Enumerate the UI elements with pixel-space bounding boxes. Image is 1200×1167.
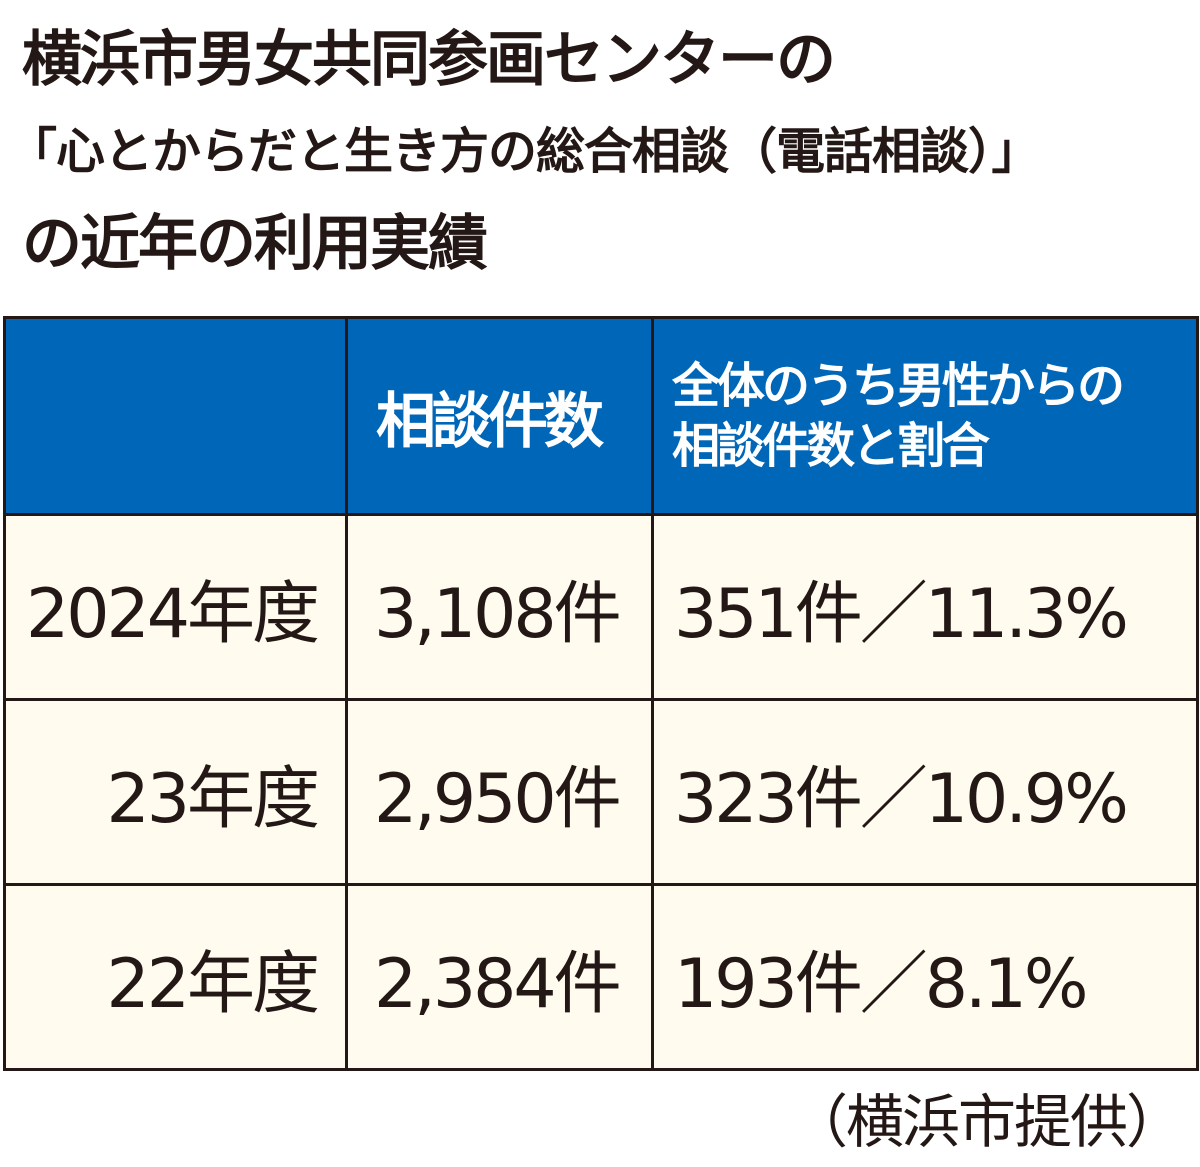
title-line: 「心とからだと生き方の総合相談（電話相談）」 — [8, 123, 1041, 180]
header-empty — [3, 316, 348, 516]
year-cell: 22年度 — [3, 883, 348, 1071]
count-cell: 2,950件 — [345, 698, 654, 886]
men-cell: 323件／10.9% — [651, 698, 1199, 886]
header-count: 相談件数 — [345, 316, 654, 516]
count-cell: 3,108件 — [345, 513, 654, 701]
table-row: 22年度 2,384件 193件／8.1% — [3, 883, 1199, 1071]
table-row: 2024年度 3,108件 351件／11.3% — [3, 513, 1199, 701]
source-credit: （横浜市提供） — [789, 1088, 1184, 1156]
table-title: 横浜市男女共同参画センターの 「心とからだと生き方の総合相談（電話相談）」 の近… — [8, 14, 1192, 290]
men-cell: 351件／11.3% — [651, 513, 1199, 701]
header-men-line: 相談件数と割合 — [672, 418, 990, 474]
title-line: の近年の利用実績 — [22, 209, 488, 279]
year-cell: 23年度 — [3, 698, 348, 886]
header-row: 相談件数 全体のうち男性からの 相談件数と割合 — [3, 316, 1199, 516]
header-men-line: 全体のうち男性からの — [672, 358, 1125, 414]
usage-table: 相談件数 全体のうち男性からの 相談件数と割合 2024年度 3,108件 35… — [3, 316, 1199, 1071]
year-cell: 2024年度 — [3, 513, 348, 701]
title-line: 横浜市男女共同参画センターの — [22, 25, 836, 95]
men-cell: 193件／8.1% — [651, 883, 1199, 1071]
count-cell: 2,384件 — [345, 883, 654, 1071]
header-men: 全体のうち男性からの 相談件数と割合 — [651, 316, 1199, 516]
table-row: 23年度 2,950件 323件／10.9% — [3, 698, 1199, 886]
